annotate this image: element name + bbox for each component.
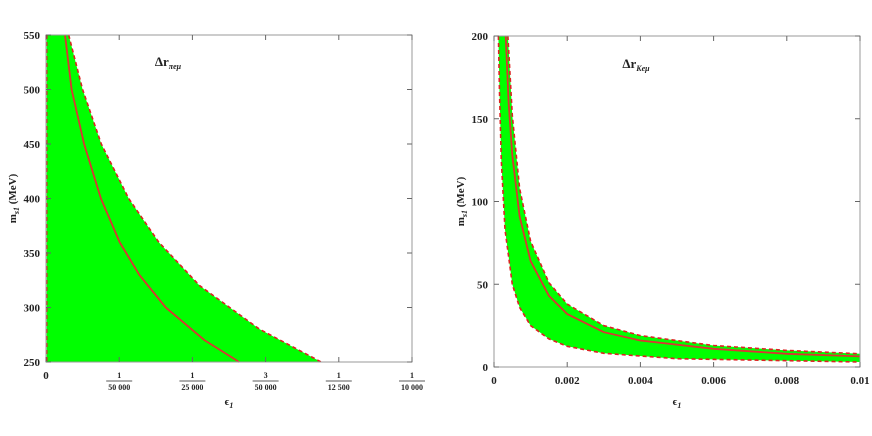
y-axis-label: ms1 (MeV) xyxy=(455,176,469,226)
allowed-region xyxy=(46,35,322,362)
lower-bound-curve xyxy=(497,35,861,363)
chart-pi-e-mu: 250 300 350 400 450 500 550 0 1 50 000 1 25 000 3 50 … xyxy=(7,30,425,410)
y-tick-label: 150 xyxy=(472,114,489,126)
x-axis-label: ϵ1 xyxy=(673,396,682,410)
y-tick-label: 500 xyxy=(24,85,41,97)
allowed-region xyxy=(498,36,860,362)
central-curve xyxy=(64,34,240,363)
central-curve xyxy=(504,35,861,358)
x-tick-label-numerator: 1 xyxy=(117,371,121,380)
y-tick-label: 100 xyxy=(472,197,489,209)
y-tick-label: 0 xyxy=(483,362,489,374)
y-tick-label: 300 xyxy=(24,303,41,315)
x-tick-label: 0.004 xyxy=(628,375,653,387)
x-tick-label-denominator: 50 000 xyxy=(255,383,277,392)
x-tick-label-numerator: 1 xyxy=(190,371,194,380)
x-tick-label: 0.01 xyxy=(850,375,869,387)
x-tick-label: 0 xyxy=(43,370,49,382)
upper-bound-curve xyxy=(507,35,861,355)
y-tick-label: 200 xyxy=(472,31,489,43)
upper-bound-curve xyxy=(67,34,322,363)
y-tick-label: 550 xyxy=(24,30,41,42)
x-tick-label-denominator: 10 000 xyxy=(401,383,423,392)
x-tick-label-denominator: 50 000 xyxy=(108,383,130,392)
x-tick-label-denominator: 25 000 xyxy=(181,383,203,392)
x-tick-label-numerator: 3 xyxy=(264,371,268,380)
y-axis-label: ms1 (MeV) xyxy=(7,173,21,223)
chart-title: Δrπeμ xyxy=(155,54,182,71)
x-axis-label: ϵ1 xyxy=(225,396,234,410)
y-tick-label: 50 xyxy=(477,279,489,291)
x-tick-label: 0.008 xyxy=(774,375,799,387)
x-tick-label-denominator: 12 500 xyxy=(328,383,350,392)
x-tick-label: 0.006 xyxy=(701,375,726,387)
chart-k-e-mu: 0 50 100 150 200 0 0.002 0.004 0.006 0.008 0.01 ϵ1 m… xyxy=(455,31,870,410)
y-tick-label: 450 xyxy=(24,139,41,151)
y-tick-label: 350 xyxy=(24,248,41,260)
x-tick-label: 0.002 xyxy=(555,375,580,387)
x-tick-label-numerator: 1 xyxy=(337,371,341,380)
x-tick-label-numerator: 1 xyxy=(410,371,414,380)
chart-title: ΔrKeμ xyxy=(622,56,650,73)
y-tick-label: 250 xyxy=(24,357,41,369)
y-tick-label: 400 xyxy=(24,194,41,206)
x-tick-label: 0 xyxy=(491,375,497,387)
